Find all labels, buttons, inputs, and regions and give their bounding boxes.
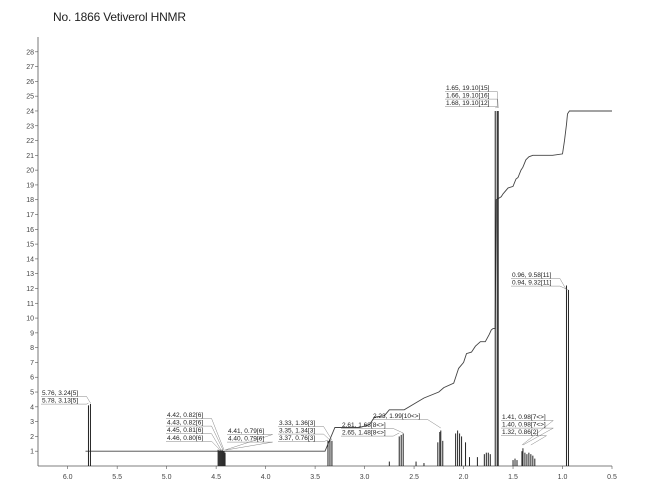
peak-label: 2.23, 1.99[10<>]	[373, 413, 421, 420]
peak-label: 4.40, 0.79[6]	[228, 436, 264, 443]
peak-label-leader	[511, 285, 569, 291]
peak-label-leader	[278, 426, 333, 441]
x-tick-label: 1.5	[508, 474, 518, 481]
peak-label-leader	[372, 419, 441, 429]
peaks-layer	[87, 110, 569, 466]
peak-label-leader	[341, 428, 404, 434]
peak-label-leader	[166, 441, 221, 451]
y-tick-label: 7	[30, 360, 34, 367]
peak-label-leader	[166, 418, 225, 451]
y-tick-label: 17	[26, 212, 34, 219]
peak-label: 1.32, 0.86[2]	[502, 429, 538, 436]
peak-label-leader	[166, 425, 224, 451]
peak-label-leader	[41, 396, 91, 404]
peak-label-leader	[166, 433, 222, 451]
peak-label-leader	[445, 106, 498, 109]
x-tick-label: 2.0	[459, 474, 469, 481]
x-tick-label: 1.0	[558, 474, 568, 481]
peak-label: 1.40, 0.98[7<>]	[502, 422, 546, 429]
y-tick-label: 21	[26, 153, 34, 160]
x-tick-label: 5.5	[112, 474, 122, 481]
peak-label-leader	[278, 433, 331, 441]
x-tick-label: 4.5	[211, 474, 221, 481]
y-tick-label: 24	[26, 108, 34, 115]
peak-label: 4.43, 0.82[6]	[167, 420, 203, 427]
y-tick-label: 5	[30, 390, 34, 397]
peak-label: 4.46, 0.80[6]	[167, 435, 203, 442]
x-tick-label: 2.5	[409, 474, 419, 481]
y-tick-label: 22	[26, 138, 34, 145]
peak-label-leader	[278, 439, 329, 442]
peak-label: 3.37, 0.76[3]	[279, 435, 315, 442]
peak-label: 0.96, 9.58[11]	[512, 272, 551, 279]
x-tick-label: 3.5	[310, 474, 320, 481]
x-tick-label: 6.0	[63, 474, 73, 481]
y-tick-label: 4	[30, 404, 34, 411]
y-tick-label: 20	[26, 168, 34, 175]
y-tick-label: 1	[30, 449, 34, 456]
peak-label-leader	[224, 434, 273, 451]
peak-label-leader	[511, 278, 567, 291]
peak-label: 0.94, 9.32[11]	[512, 280, 551, 287]
peak-label-leader	[445, 98, 498, 109]
x-tick-label: 0.5	[607, 474, 617, 481]
y-tick-label: 9	[30, 330, 34, 337]
peak-label-leader	[501, 420, 554, 446]
y-tick-label: 11	[27, 301, 34, 308]
peak-label-leader	[226, 441, 273, 451]
integral-curve	[85, 110, 612, 452]
y-tick-label: 28	[26, 49, 34, 56]
peak-labels-layer: 5.76, 3.24[5]5.78, 3.13[5]4.42, 0.82[6]4…	[41, 85, 569, 451]
integral-curve-layer	[85, 110, 612, 452]
y-tick-label: 18	[26, 197, 34, 204]
peak-label: 1.68, 19.10[12]	[446, 100, 490, 107]
y-tick-label: 23	[26, 123, 34, 130]
peak-label: 1.41, 0.98[7<>]	[502, 414, 546, 421]
peak-label-leader	[445, 91, 499, 109]
x-tick-label: 5.0	[162, 474, 172, 481]
y-tick-label: 6	[30, 375, 34, 382]
peak-label: 2.65, 1.48[8<>]	[342, 430, 386, 437]
peak-label-leader	[41, 402, 89, 405]
chart-title: No. 1866 Vetiverol HNMR	[53, 10, 186, 24]
y-tick-label: 3	[30, 419, 34, 426]
y-tick-label: 13	[26, 271, 34, 278]
peak-label: 4.41, 0.79[6]	[228, 428, 264, 435]
x-tick-label: 3.0	[360, 474, 370, 481]
y-tick-label: 10	[26, 316, 34, 323]
peak-label-leader	[501, 435, 548, 446]
y-tick-label: 26	[26, 79, 34, 86]
peak-label-leader	[341, 432, 400, 437]
y-tick-label: 8	[30, 345, 34, 352]
y-tick-label: 12	[26, 286, 34, 293]
y-tick-label: 2	[30, 434, 34, 441]
peak-label: 3.33, 1.36[3]	[279, 420, 315, 427]
x-tick-label: 4.0	[261, 474, 271, 481]
y-tick-label: 27	[26, 64, 34, 71]
y-tick-label: 16	[26, 227, 34, 234]
peak-label: 5.78, 3.13[5]	[42, 398, 78, 405]
y-tick-label: 15	[26, 242, 34, 249]
peak-label: 5.76, 3.24[5]	[42, 390, 78, 397]
peak-label: 1.66, 19.10[16]	[446, 93, 490, 100]
y-tick-label: 19	[26, 182, 34, 189]
peak-label: 4.45, 0.81[6]	[167, 427, 203, 434]
peak-label: 3.35, 1.34[3]	[279, 428, 315, 435]
axes: 1234567891011121314151617181920212223242…	[26, 37, 617, 481]
y-tick-label: 25	[26, 94, 34, 101]
peak-label: 1.65, 19.10[15]	[446, 85, 490, 92]
y-tick-label: 14	[26, 256, 34, 263]
peak-label: 2.61, 1.68[8<>]	[342, 422, 386, 429]
peak-label: 4.42, 0.82[6]	[167, 412, 203, 419]
peak-label-leader	[501, 427, 555, 446]
